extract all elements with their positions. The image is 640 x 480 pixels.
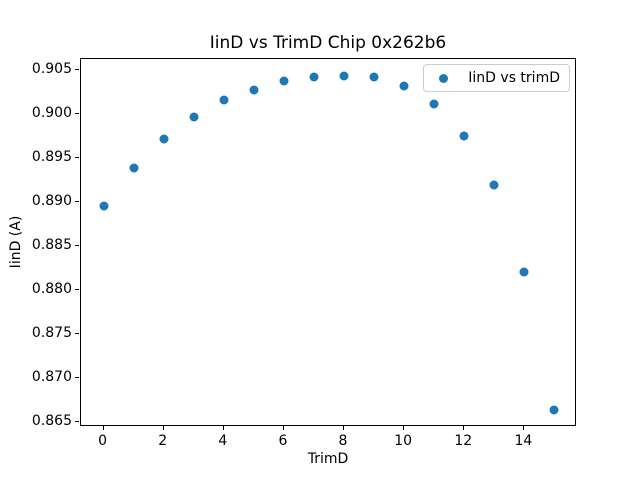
y-tick-label: 0.895 — [31, 148, 72, 165]
y-tick-mark — [75, 244, 79, 246]
y-tick-label: 0.905 — [31, 60, 72, 77]
y-tick-label: 0.900 — [31, 104, 72, 121]
x-tick-label: 8 — [338, 433, 348, 449]
y-tick-mark — [75, 112, 79, 114]
scatter-point — [159, 134, 169, 144]
y-tick-mark — [75, 156, 79, 158]
x-tick-mark — [463, 426, 465, 430]
y-tick-mark — [75, 332, 79, 334]
y-tick-label: 0.865 — [31, 412, 72, 429]
legend: IinD vs trimD — [423, 64, 570, 92]
x-tick-mark — [282, 426, 284, 430]
scatter-point — [129, 163, 139, 173]
y-tick-mark — [75, 200, 79, 202]
legend-marker-dot — [439, 73, 449, 83]
x-tick-label: 12 — [454, 433, 473, 449]
plot-area: IinD vs trimD — [80, 58, 576, 426]
scatter-point — [99, 201, 109, 211]
x-tick-label: 14 — [514, 433, 533, 449]
legend-label: IinD vs trimD — [468, 70, 560, 86]
y-tick-mark — [75, 420, 79, 422]
scatter-point — [489, 180, 499, 190]
chart-title: IinD vs TrimD Chip 0x262b6 — [209, 33, 447, 53]
scatter-point — [219, 95, 229, 105]
x-tick-mark — [523, 426, 525, 430]
scatter-point — [429, 99, 439, 109]
y-tick-label: 0.875 — [31, 324, 72, 341]
x-tick-mark — [102, 426, 104, 430]
x-tick-label: 4 — [218, 433, 228, 449]
scatter-point — [459, 131, 469, 141]
scatter-point — [249, 85, 259, 95]
scatter-point — [549, 405, 559, 415]
x-tick-mark — [403, 426, 405, 430]
scatter-point — [189, 112, 199, 122]
x-tick-mark — [162, 426, 164, 430]
x-tick-mark — [343, 426, 345, 430]
y-tick-label: 0.890 — [31, 192, 72, 209]
scatter-point — [399, 81, 409, 91]
scatter-point — [519, 267, 529, 277]
y-tick-mark — [75, 288, 79, 290]
x-axis-label: TrimD — [307, 451, 349, 467]
x-tick-label: 6 — [278, 433, 288, 449]
x-tick-label: 2 — [158, 433, 168, 449]
x-tick-label: 0 — [98, 433, 107, 449]
scatter-point — [369, 72, 379, 82]
scatter-point — [339, 71, 349, 81]
y-tick-label: 0.885 — [31, 236, 72, 253]
x-tick-mark — [222, 426, 224, 430]
scatter-point — [279, 76, 289, 86]
y-tick-mark — [75, 68, 79, 70]
scatter-point — [309, 72, 319, 82]
y-tick-label: 0.870 — [31, 368, 72, 385]
x-tick-label: 10 — [394, 433, 413, 449]
y-tick-label: 0.880 — [31, 280, 72, 297]
y-tick-mark — [75, 376, 79, 378]
